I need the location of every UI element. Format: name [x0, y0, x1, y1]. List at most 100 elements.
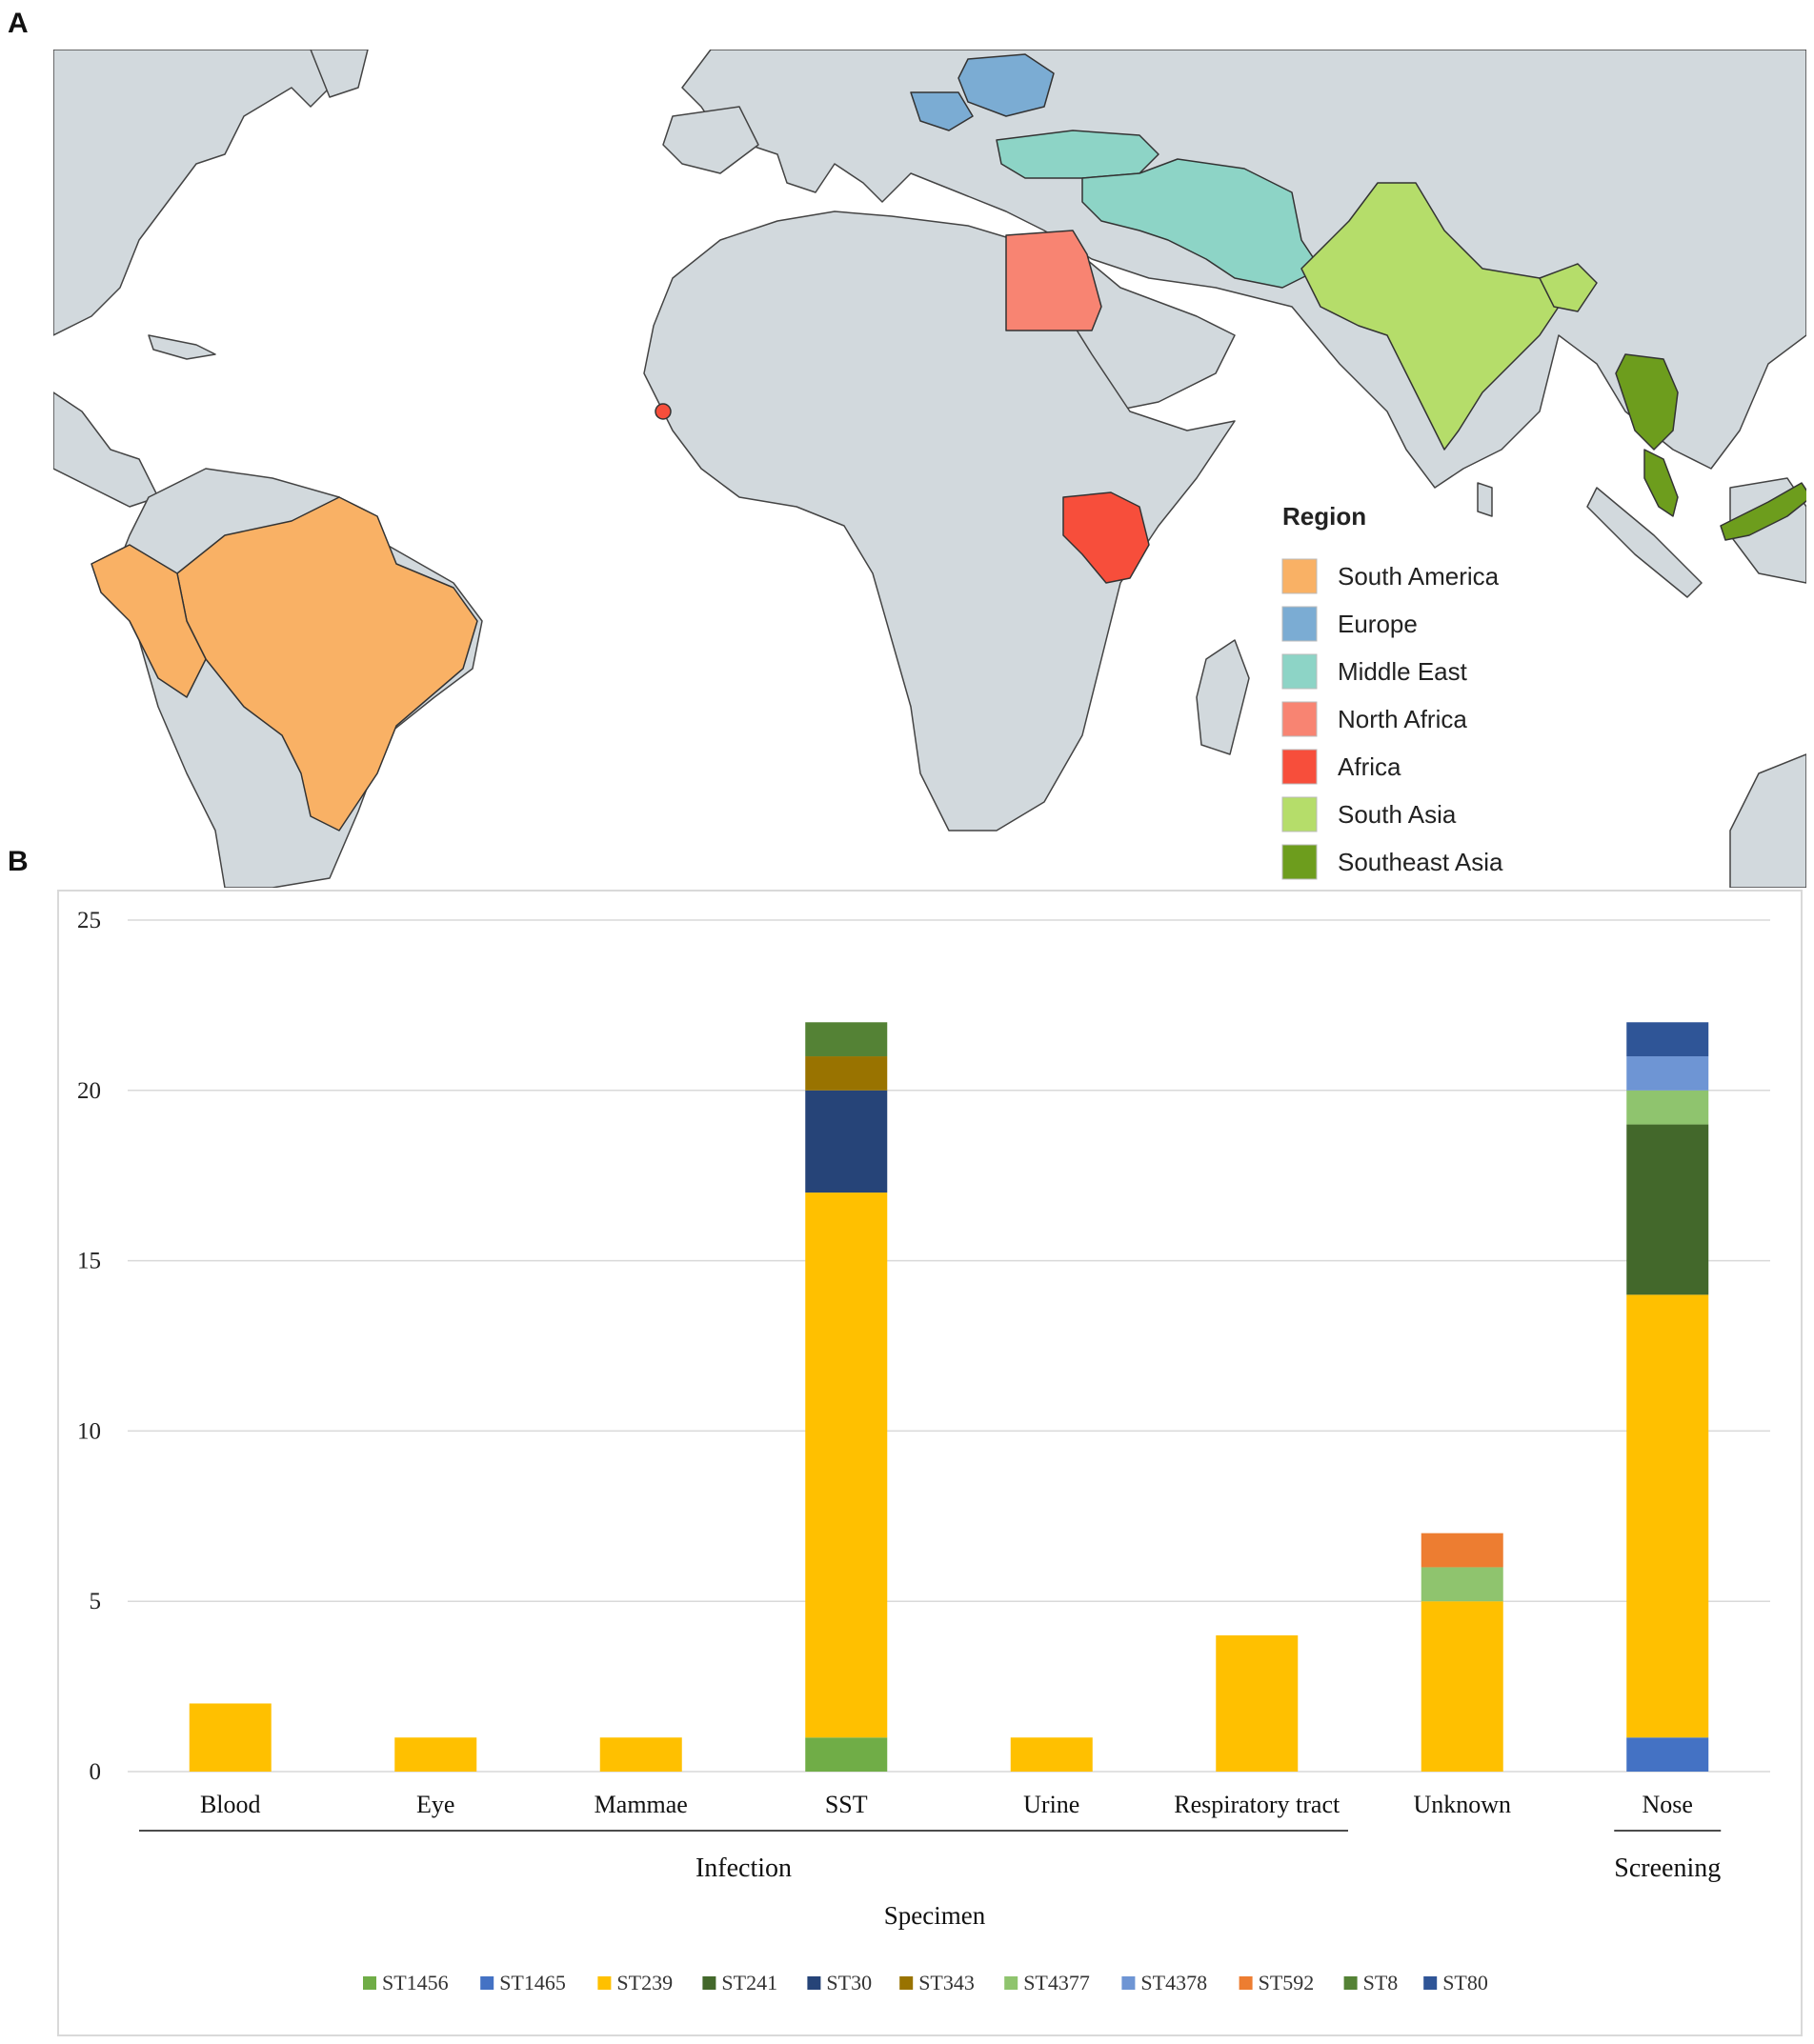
region-africa-kenya [1062, 491, 1150, 584]
legend-swatch [1281, 558, 1318, 594]
legend-swatch-st1456 [363, 1976, 376, 1990]
chart-frame: 0 5 10 15 20 25 Blood Eye Mammae SST Urine Respira… [57, 890, 1803, 2036]
australia-land [1729, 753, 1806, 888]
legend-swatch-st1465 [480, 1976, 494, 1990]
legend-label: ST1465 [499, 1971, 566, 1994]
madagascar-land [1196, 639, 1250, 755]
gridlines [128, 919, 1770, 1773]
category-groups: Infection Screening [139, 1830, 1722, 1883]
legend-label: ST241 [721, 1971, 777, 1994]
x-tick-label: Nose [1643, 1791, 1693, 1818]
sri-lanka-land [1477, 482, 1493, 517]
bar-segment-st239-mammae [599, 1737, 682, 1772]
panel-a-letter: A [8, 8, 29, 39]
legend-label: North Africa [1338, 705, 1467, 733]
bar-segment-st239-blood [189, 1703, 272, 1772]
bars [189, 1022, 1709, 1772]
legend-swatch [1281, 844, 1318, 880]
y-tick-label: 5 [90, 1589, 102, 1614]
legend-swatch-st80 [1423, 1976, 1438, 1990]
x-tick-label: Urine [1023, 1791, 1079, 1818]
stacked-bar-chart: 0 5 10 15 20 25 Blood Eye Mammae SST Urine Respira… [77, 908, 1770, 1994]
legend-label: Africa [1338, 752, 1401, 781]
region-europe-romania [957, 53, 1055, 117]
x-tick-label: Respiratory tract [1174, 1791, 1340, 1818]
legend-swatch [1281, 796, 1318, 832]
legend-swatch-st592 [1239, 1976, 1253, 1990]
legend-label: South America [1338, 562, 1500, 591]
region-southeast-asia-malaysia [1643, 449, 1679, 517]
region-southeast-asia-malaysia-borneo [1720, 482, 1806, 541]
region-south-america-brazil [176, 496, 478, 832]
legend-label: Middle East [1338, 657, 1468, 686]
legend-label: Europe [1338, 610, 1418, 638]
x-tick-label: Eye [416, 1791, 454, 1818]
y-tick-label: 0 [90, 1759, 102, 1785]
highlighted-regions [91, 53, 1806, 832]
y-tick-label: 20 [77, 1078, 101, 1104]
y-tick-label: 15 [77, 1249, 101, 1274]
legend-swatch-st241 [702, 1976, 716, 1990]
legend-label: ST343 [918, 1971, 975, 1994]
panel-b-letter: B [8, 846, 29, 877]
region-south-america-peru [91, 544, 207, 698]
bar-segment-st1465-nose [1626, 1737, 1709, 1772]
x-tick-label: Unknown [1413, 1791, 1511, 1818]
series-legend: ST1456 ST1465 ST239 ST241 ST30 ST343 ST4377 ST4… [363, 1971, 1488, 1994]
region-europe-balkans [910, 91, 974, 131]
bar-segment-st8-sst [805, 1022, 888, 1057]
legend-label: ST8 [1363, 1971, 1399, 1994]
region-north-africa-egypt [1005, 230, 1102, 331]
caribbean-island [148, 334, 216, 360]
bar-segment-st343-sst [805, 1056, 888, 1091]
iberia-land [662, 106, 759, 174]
greenland-land [310, 50, 369, 98]
bar-segment-st1456-sst [805, 1737, 888, 1772]
legend-label: Southeast Asia [1338, 848, 1503, 876]
x-tick-label: SST [825, 1791, 868, 1818]
region-southeast-asia-thailand [1615, 353, 1679, 451]
legend-label: South Asia [1338, 800, 1457, 829]
bar-segment-st239-respiratory-tract [1216, 1634, 1299, 1772]
legend-swatch-st4378 [1121, 1976, 1136, 1990]
bar-segment-st4378-nose [1626, 1056, 1709, 1091]
bar-segment-st80-nose [1626, 1022, 1709, 1057]
legend-swatch [1281, 749, 1318, 785]
africa-land [643, 210, 1236, 832]
legend-swatch-st8 [1343, 1976, 1358, 1990]
legend-swatch [1281, 653, 1318, 690]
legend-swatch [1281, 701, 1318, 737]
legend-label: ST4377 [1023, 1971, 1090, 1994]
y-tick-label: 25 [77, 908, 101, 933]
legend-label: ST1456 [382, 1971, 449, 1994]
map-legend: Region South America Europe Middle East Nor… [1281, 502, 1503, 880]
legend-label: ST80 [1442, 1971, 1488, 1994]
region-middle-east-turkey [996, 130, 1159, 179]
bar-segment-st239-urine [1010, 1737, 1093, 1772]
region-south-asia-bangladesh [1539, 263, 1598, 312]
x-axis-label: Specimen [884, 1901, 986, 1930]
bar-segment-st239-nose [1626, 1294, 1709, 1738]
legend-swatch-st30 [807, 1976, 821, 1990]
sumatra-land [1586, 487, 1703, 598]
bar-segment-st30-sst [805, 1090, 888, 1193]
legend-swatch-st239 [597, 1976, 612, 1990]
legend-swatch [1281, 606, 1318, 642]
region-south-asia-india [1300, 182, 1560, 451]
bar-segment-st239-unknown [1421, 1601, 1503, 1772]
bar-segment-st239-sst [805, 1192, 888, 1738]
x-tick-label: Blood [200, 1791, 261, 1818]
legend-label: ST4378 [1140, 1971, 1207, 1994]
bar-segment-st239-eye [394, 1737, 477, 1772]
x-axis-ticks: Blood Eye Mammae SST Urine Respiratory tract U… [200, 1791, 1693, 1818]
region-middle-east-iraq-iran [1081, 158, 1321, 289]
region-map: Region South America Europe Middle East Nor… [53, 50, 1806, 888]
bar-segment-st241-nose [1626, 1124, 1709, 1295]
y-tick-label: 10 [77, 1418, 101, 1444]
bar-segment-st592-unknown [1421, 1533, 1503, 1568]
legend-label: ST592 [1259, 1971, 1315, 1994]
group-label: Infection [695, 1854, 792, 1883]
legend-swatch-st343 [899, 1976, 914, 1990]
bar-segment-st4377-unknown [1421, 1567, 1503, 1602]
legend-swatch-st4377 [1004, 1976, 1018, 1990]
